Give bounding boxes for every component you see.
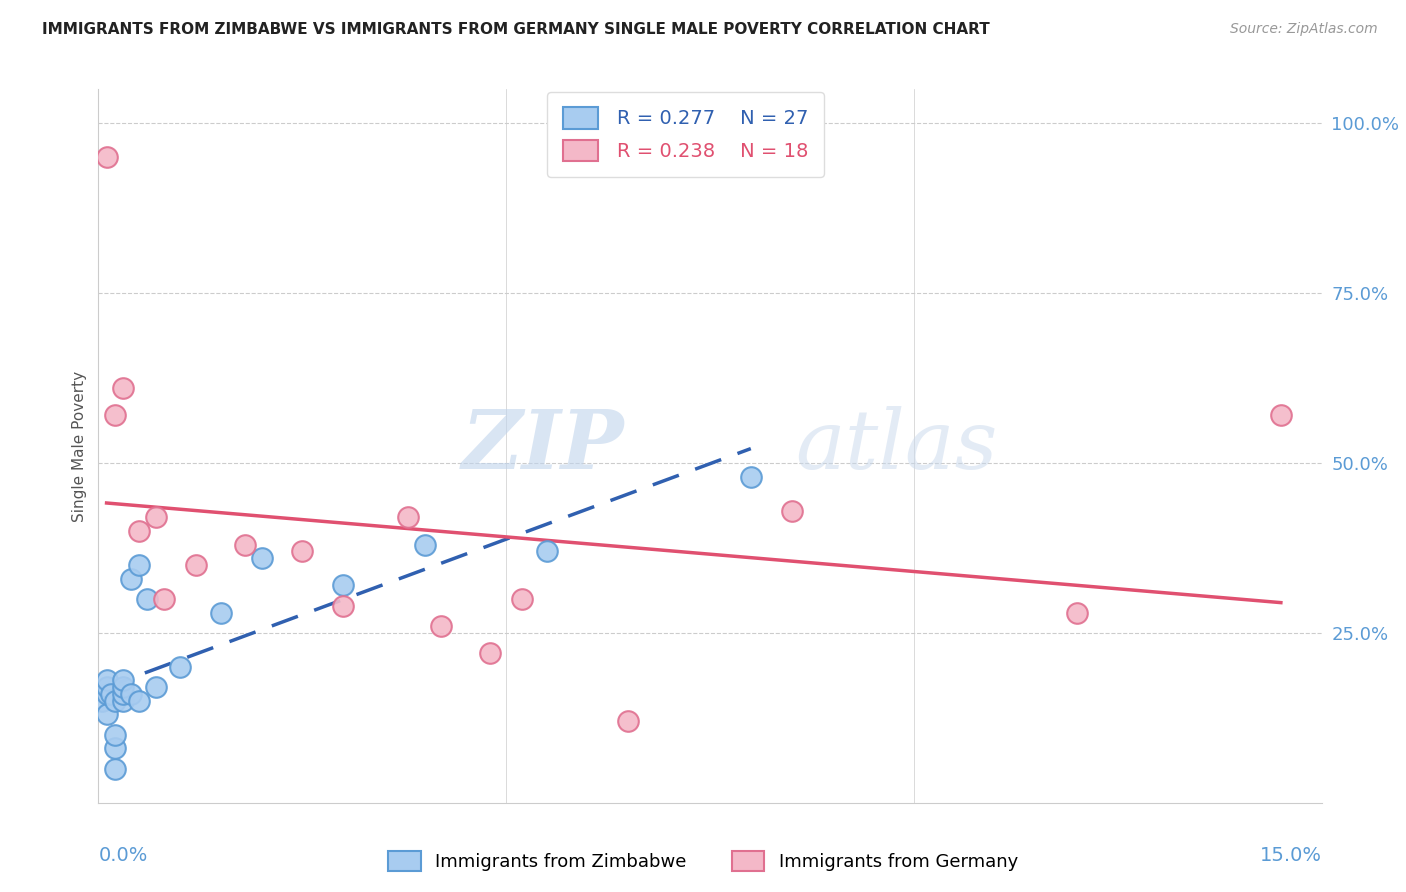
Point: [332, 599, 354, 613]
Point: [128, 558, 150, 572]
Point: [136, 591, 159, 606]
Point: [96, 673, 118, 688]
Point: [145, 510, 167, 524]
Point: [291, 544, 314, 558]
Point: [186, 558, 208, 572]
Point: [111, 687, 134, 701]
Point: [96, 150, 118, 164]
Point: [233, 537, 256, 551]
Point: [128, 694, 150, 708]
Point: [740, 469, 762, 483]
Text: Source: ZipAtlas.com: Source: ZipAtlas.com: [1230, 22, 1378, 37]
Text: ZIP: ZIP: [461, 406, 624, 486]
Point: [145, 680, 167, 694]
Point: [332, 578, 354, 592]
Point: [617, 714, 640, 729]
Text: atlas: atlas: [796, 406, 998, 486]
Legend: R = 0.277    N = 27, R = 0.238    N = 18: R = 0.277 N = 27, R = 0.238 N = 18: [547, 92, 824, 177]
Point: [104, 409, 127, 423]
Y-axis label: Single Male Poverty: Single Male Poverty: [72, 370, 87, 522]
Point: [512, 591, 534, 606]
Point: [209, 606, 232, 620]
Point: [111, 673, 134, 688]
Point: [91, 694, 114, 708]
Point: [120, 572, 142, 586]
Point: [111, 680, 134, 694]
Point: [104, 741, 127, 756]
Point: [104, 694, 127, 708]
Text: 0.0%: 0.0%: [98, 846, 148, 864]
Point: [169, 660, 191, 674]
Point: [96, 680, 118, 694]
Point: [152, 591, 174, 606]
Point: [478, 646, 501, 660]
Point: [104, 728, 127, 742]
Point: [250, 551, 273, 566]
Point: [396, 510, 419, 524]
Point: [100, 687, 122, 701]
Point: [96, 707, 118, 722]
Text: IMMIGRANTS FROM ZIMBABWE VS IMMIGRANTS FROM GERMANY SINGLE MALE POVERTY CORRELAT: IMMIGRANTS FROM ZIMBABWE VS IMMIGRANTS F…: [42, 22, 990, 37]
Point: [1270, 409, 1292, 423]
Legend: Immigrants from Zimbabwe, Immigrants from Germany: Immigrants from Zimbabwe, Immigrants fro…: [381, 844, 1025, 879]
Point: [413, 537, 436, 551]
Point: [128, 524, 150, 538]
Point: [1066, 606, 1088, 620]
Point: [780, 503, 803, 517]
Point: [536, 544, 558, 558]
Point: [96, 687, 118, 701]
Point: [120, 687, 142, 701]
Point: [111, 381, 134, 395]
Point: [430, 619, 453, 633]
Text: 15.0%: 15.0%: [1260, 846, 1322, 864]
Point: [104, 762, 127, 776]
Point: [111, 694, 134, 708]
